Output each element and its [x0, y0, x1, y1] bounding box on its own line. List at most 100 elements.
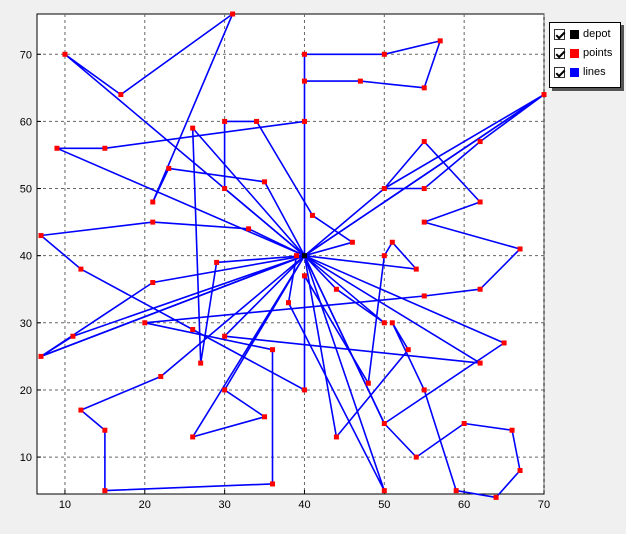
data-point	[421, 293, 427, 299]
data-point	[78, 266, 84, 272]
data-point	[309, 212, 315, 218]
legend-swatch-lines	[570, 67, 579, 77]
data-point	[230, 11, 236, 17]
y-tick-label: 50	[20, 184, 32, 196]
data-point	[214, 259, 220, 265]
data-point	[222, 118, 228, 124]
checkbox-depot[interactable]	[554, 28, 565, 40]
y-tick-label: 10	[20, 452, 32, 464]
legend-item-lines[interactable]: lines	[554, 65, 606, 79]
x-tick-label: 70	[538, 499, 550, 511]
y-tick-label: 60	[20, 116, 32, 128]
data-point	[301, 118, 307, 124]
legend-item-depot[interactable]: depot	[554, 27, 611, 41]
data-point	[142, 320, 148, 326]
data-point	[286, 300, 292, 306]
data-point	[421, 219, 427, 225]
data-point	[421, 186, 427, 192]
data-point	[150, 280, 156, 286]
data-point	[254, 118, 260, 124]
legend-swatch-points	[570, 48, 579, 58]
data-point	[166, 165, 172, 171]
legend: depot points lines	[549, 22, 621, 88]
data-point	[421, 85, 427, 91]
data-point	[477, 199, 483, 205]
legend-item-points[interactable]: points	[554, 46, 612, 60]
legend-label-lines: lines	[583, 66, 606, 78]
data-point	[102, 427, 108, 433]
data-point	[389, 320, 395, 326]
x-tick-label: 10	[59, 499, 71, 511]
data-point	[477, 360, 483, 366]
route-line-13	[303, 254, 505, 425]
route-line-5	[303, 93, 545, 257]
route-line-15	[40, 254, 305, 358]
data-point	[477, 139, 483, 145]
data-point	[198, 360, 204, 366]
x-tick-label: 50	[378, 499, 390, 511]
data-point	[62, 51, 68, 57]
data-point	[477, 286, 483, 292]
route-line-11	[303, 255, 386, 324]
data-point	[158, 374, 164, 380]
data-point	[301, 78, 307, 84]
data-point	[78, 407, 84, 413]
data-point	[405, 347, 411, 353]
legend-label-points: points	[583, 47, 613, 59]
data-point	[54, 145, 60, 151]
data-point	[190, 327, 196, 333]
route-line-14	[223, 255, 481, 364]
data-point	[357, 78, 363, 84]
x-tick-label: 20	[139, 499, 151, 511]
data-point	[413, 266, 419, 272]
data-point	[501, 340, 507, 346]
data-point	[102, 488, 108, 494]
data-point	[150, 219, 156, 225]
data-point	[293, 253, 299, 259]
checkbox-points[interactable]	[554, 47, 565, 59]
data-point	[461, 421, 467, 427]
data-point	[517, 468, 523, 474]
data-point	[381, 421, 387, 427]
data-point	[541, 92, 547, 98]
y-tick-label: 20	[20, 385, 32, 397]
data-point	[190, 125, 196, 131]
data-point	[421, 387, 427, 393]
data-point	[301, 273, 307, 279]
data-point	[301, 387, 307, 393]
data-point	[262, 414, 268, 420]
y-tick-label: 70	[20, 49, 32, 61]
x-tick-label: 60	[458, 499, 470, 511]
data-point	[413, 454, 419, 460]
depot-point	[301, 253, 307, 259]
legend-label-depot: depot	[583, 28, 611, 40]
data-point	[301, 51, 307, 57]
x-tick-label: 30	[219, 499, 231, 511]
data-point	[365, 380, 371, 386]
data-point	[421, 139, 427, 145]
data-point	[222, 387, 228, 393]
data-point	[333, 286, 339, 292]
data-point	[493, 494, 499, 500]
data-point	[38, 353, 44, 359]
plot-area	[36, 13, 545, 495]
data-point	[70, 333, 76, 339]
data-point	[381, 253, 387, 259]
data-point	[509, 427, 515, 433]
points	[38, 11, 547, 500]
checkbox-lines[interactable]	[554, 66, 565, 78]
data-point	[381, 488, 387, 494]
data-point	[437, 38, 443, 44]
data-point	[190, 434, 196, 440]
data-point	[150, 199, 156, 205]
data-point	[381, 51, 387, 57]
route-line-6	[64, 13, 306, 257]
data-point	[222, 333, 228, 339]
legend-swatch-depot	[570, 29, 579, 39]
data-point	[118, 92, 124, 98]
data-point	[222, 186, 228, 192]
data-point	[270, 481, 276, 487]
data-point	[333, 434, 339, 440]
